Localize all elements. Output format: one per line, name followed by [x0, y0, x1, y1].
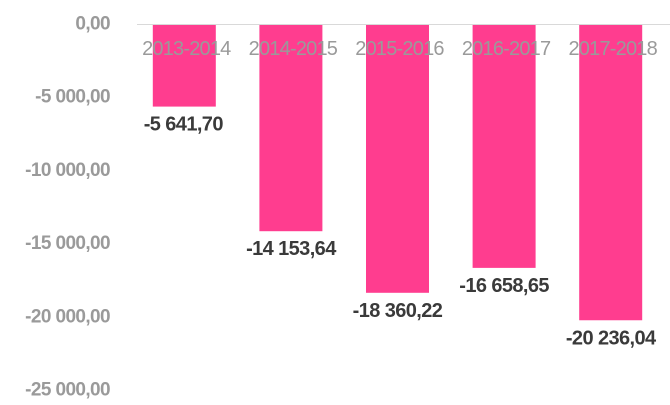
bar	[152, 24, 216, 107]
y-tick-label: -10 000,00	[25, 160, 110, 181]
y-tick-label: -15 000,00	[25, 233, 110, 254]
data-label: -18 360,22	[353, 300, 443, 322]
data-label: -14 153,64	[246, 238, 337, 260]
data-label: -16 658,65	[459, 275, 549, 297]
y-tick-label: -20 000,00	[25, 306, 110, 327]
y-axis: 0,00 -5 000,00 -10 000,00 -15 000,00 -20 000…	[25, 14, 110, 401]
category-label: 2016-2017	[462, 38, 551, 60]
category-label: 2015-2016	[355, 38, 444, 60]
category-labels: 2013-2014 2014-2015 2015-2016 2016-2017 2017…	[142, 38, 658, 60]
category-label: 2014-2015	[249, 38, 338, 60]
bar	[366, 24, 429, 293]
y-tick-label: -25 000,00	[25, 380, 110, 401]
data-label: -20 236,04	[566, 327, 657, 349]
data-label: -5 641,70	[144, 114, 224, 136]
data-labels: -5 641,70 -14 153,64 -18 360,22 -16 658,65 -…	[144, 114, 658, 350]
y-tick-label: -5 000,00	[35, 87, 110, 108]
bar	[259, 24, 323, 232]
category-label: 2013-2014	[142, 38, 231, 60]
y-tick-label: 0,00	[75, 14, 110, 35]
bar	[472, 24, 536, 268]
category-label: 2017-2018	[568, 38, 657, 60]
bar-series	[152, 24, 643, 321]
bar	[579, 24, 643, 321]
